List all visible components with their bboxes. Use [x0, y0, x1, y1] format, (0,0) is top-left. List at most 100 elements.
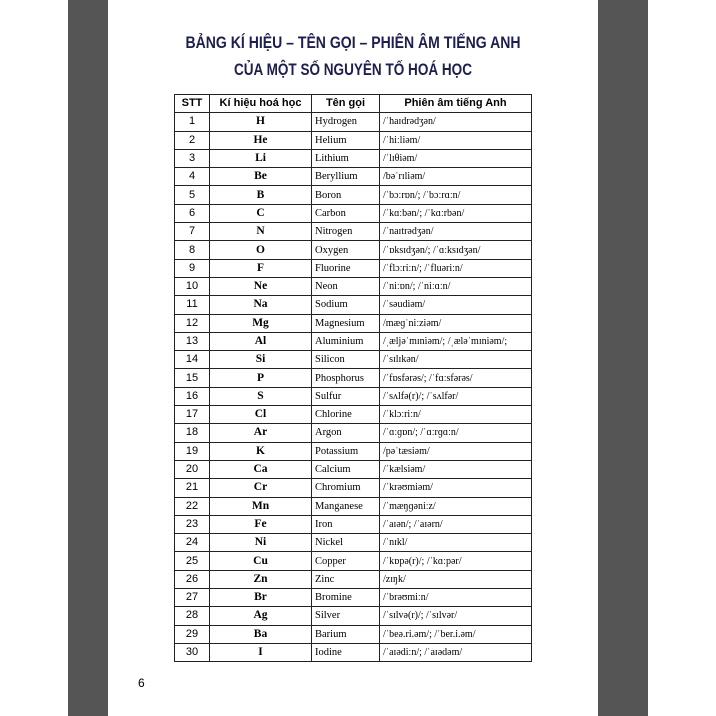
table-row: 22 Mn Manganese/ˈmæŋɡəniːz/ — [174, 496, 532, 516]
table-cell: Nickel — [311, 533, 380, 553]
table-cell: F — [209, 258, 312, 278]
table-cell: Fluorine — [311, 258, 380, 278]
table-cell: Chromium — [311, 478, 380, 498]
table-cell: /ˈmæŋɡəniːz/ — [379, 496, 532, 516]
table-cell: Nitrogen — [311, 222, 380, 242]
table-row: 1 H Hydrogen/ˈhaɪdrədʒən/ — [174, 112, 532, 132]
table-cell: /ˌæljəˈmɪniəm/; /ˌæləˈmɪniəm/; — [379, 331, 532, 352]
table-row: 2 He Helium/ˈhiːliəm/ — [174, 130, 532, 150]
table-cell: Barium — [311, 624, 380, 644]
table-cell: /ˈfɒsfərəs/; /ˈfɑːsfərəs/ — [379, 368, 532, 388]
table-row: 24 Ni Nickel/ˈnɪkl/ — [174, 533, 532, 553]
table-cell: /bəˈrɪliəm/ — [379, 167, 532, 187]
table-cell: /ˈlɪθiəm/ — [379, 148, 532, 169]
table-cell: Manganese — [311, 496, 380, 516]
table-cell: Calcium — [311, 459, 380, 480]
table-cell: Iodine — [311, 642, 380, 663]
table-cell: Be — [209, 167, 312, 187]
table-cell: /ˈhaɪdrədʒən/ — [379, 112, 532, 132]
table-cell: /ˈaɪədiːn/; /ˈaɪədəm/ — [379, 642, 532, 663]
table-cell: Magnesium — [311, 313, 380, 333]
table-cell: Cr — [209, 478, 312, 498]
table-cell: Br — [209, 588, 312, 608]
table-cell: K — [209, 441, 312, 461]
table-cell: /ˈaɪən/; /ˈaɪərn/ — [379, 514, 532, 535]
table-cell: 19 — [174, 441, 210, 461]
table-row: 7 N Nitrogen/ˈnaɪtrədʒən/ — [174, 222, 532, 242]
table-cell: /ˈsʌlfə(r)/; /ˈsʌlfər/ — [379, 386, 532, 407]
table-cell: Si — [209, 350, 312, 370]
table-cell: Carbon — [311, 203, 380, 224]
table-cell: 14 — [174, 350, 210, 370]
table-row: 30 I Iodine/ˈaɪədiːn/; /ˈaɪədəm/ — [174, 642, 532, 663]
table-cell: /ˈbrəʊmiːn/ — [379, 588, 532, 608]
table-cell: 13 — [174, 331, 210, 352]
table-cell: Na — [209, 295, 312, 315]
table-cell: 15 — [174, 368, 210, 388]
table-row: 23 Fe Iron/ˈaɪən/; /ˈaɪərn/ — [174, 514, 532, 535]
page-number: 6 — [138, 676, 145, 690]
table-cell: Neon — [311, 276, 380, 297]
table-cell: /ˈbeə.ri.əm/; /ˈber.i.əm/ — [379, 624, 532, 644]
table-row: 21 Cr Chromium/ˈkrəʊmiəm/ — [174, 478, 532, 498]
table-cell: Potassium — [311, 441, 380, 461]
table-cell: Chlorine — [311, 405, 380, 425]
table-cell: 18 — [174, 423, 210, 443]
table-row: 27 Br Bromine/ˈbrəʊmiːn/ — [174, 588, 532, 608]
table-cell: /ˈɑːɡɒn/; /ˈɑːrɡɑːn/ — [379, 423, 532, 443]
table-row: 5 B Boron/ˈbɔːrɒn/; /ˈbɔːrɑːn/ — [174, 185, 532, 205]
table-cell: /ˈkrəʊmiəm/ — [379, 478, 532, 498]
table-cell: 2 — [174, 130, 210, 150]
table-cell: /ˈflɔːriːn/; /ˈfluəriːn/ — [379, 258, 532, 278]
table-cell: 21 — [174, 478, 210, 498]
table-cell: /ˈsɪlɪkən/ — [379, 350, 532, 370]
table-cell: 1 — [174, 112, 210, 132]
table-cell: /ˈhiːliəm/ — [379, 130, 532, 150]
table-cell: /ˈbɔːrɒn/; /ˈbɔːrɑːn/ — [379, 185, 532, 205]
table-cell: 5 — [174, 185, 210, 205]
table-cell: 7 — [174, 222, 210, 242]
table-cell: /mæɡˈniːziəm/ — [379, 313, 532, 333]
table-cell: 27 — [174, 588, 210, 608]
table-row: 11 Na Sodium/ˈsəudiəm/ — [174, 295, 532, 315]
table-cell: Copper — [311, 551, 380, 571]
table-row: 18 Ar Argon/ˈɑːɡɒn/; /ˈɑːrɡɑːn/ — [174, 423, 532, 443]
table-cell: /ˈnaɪtrədʒən/ — [379, 222, 532, 242]
table-cell: /ˈnɪkl/ — [379, 533, 532, 553]
table-cell: H — [209, 112, 312, 132]
table-cell: 10 — [174, 276, 210, 297]
table-cell: P — [209, 368, 312, 388]
table-cell: 17 — [174, 405, 210, 425]
table-cell: Mn — [209, 496, 312, 516]
table-cell: /ˈsəudiəm/ — [379, 295, 532, 315]
table-cell: 25 — [174, 551, 210, 571]
table-cell: S — [209, 386, 312, 407]
table-cell: Iron — [311, 514, 380, 535]
table-cell: 30 — [174, 642, 210, 663]
table-cell: 22 — [174, 496, 210, 516]
table-cell: /ˈsɪlvə(r)/; /ˈsɪlvər/ — [379, 606, 532, 626]
table-row: 28 Ag Silver/ˈsɪlvə(r)/; /ˈsɪlvər/ — [174, 606, 532, 626]
table-row: 29 Ba Barium/ˈbeə.ri.əm/; /ˈber.i.əm/ — [174, 624, 532, 644]
title: BẢNG KÍ HIỆU – TÊN GỌI – PHIÊN ÂM TIẾNG … — [186, 33, 521, 79]
header-cell: Phiên âm tiếng Anh — [379, 93, 532, 114]
table-cell: Fe — [209, 514, 312, 535]
table-cell: Beryllium — [311, 167, 380, 187]
table-row: 10 Ne Neon/ˈniːɒn/; /ˈniːɑːn/ — [174, 276, 532, 297]
table-cell: Li — [209, 148, 312, 169]
table-cell: /ˈklɔːriːn/ — [379, 405, 532, 425]
table-cell: Lithium — [311, 148, 380, 169]
table-cell: 3 — [174, 148, 210, 169]
table-cell: 11 — [174, 295, 210, 315]
table-cell: Mg — [209, 313, 312, 333]
table-row: 3 Li Lithium/ˈlɪθiəm/ — [174, 148, 532, 169]
table-cell: 20 — [174, 459, 210, 480]
table-row: 25 Cu Copper/ˈkɒpə(r)/; /ˈkɑːpər/ — [174, 551, 532, 571]
table-row: 17 Cl Chlorine/ˈklɔːriːn/ — [174, 405, 532, 425]
table-cell: Silicon — [311, 350, 380, 370]
header-row: STT Kí hiệu hoá học Tên gọi Phiên âm tiếng … — [174, 93, 532, 114]
table-row: 20 Ca Calcium/ˈkælsiəm/ — [174, 459, 532, 480]
title-line: BẢNG KÍ HIỆU – TÊN GỌI – PHIÊN ÂM TIẾNG … — [186, 33, 521, 52]
table-cell: Cl — [209, 405, 312, 425]
